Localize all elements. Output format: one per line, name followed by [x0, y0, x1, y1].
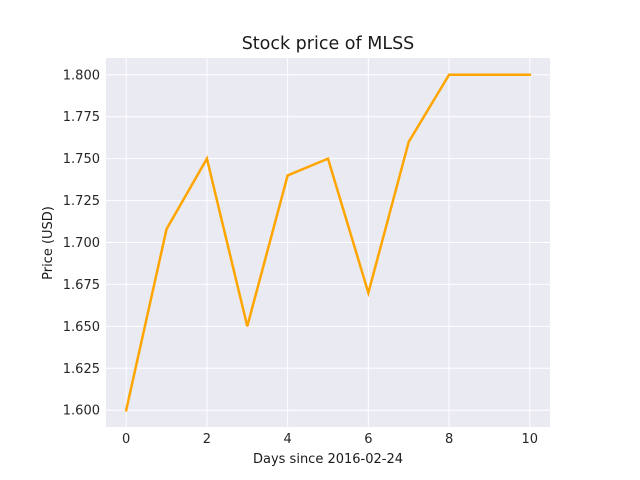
x-tick-label: 4: [283, 432, 291, 447]
series-group: [124, 73, 532, 412]
x-tick-labels: 0 2 4 6 8 10: [122, 432, 538, 447]
x-tick-label: 2: [203, 432, 211, 447]
x-tick-label: 10: [522, 432, 539, 447]
x-tick-label: 6: [364, 432, 372, 447]
y-gridlines: [106, 74, 550, 411]
x-gridlines: [125, 58, 531, 427]
x-tick-label: 0: [122, 432, 130, 447]
chart-title: Stock price of MLSS: [242, 34, 415, 54]
y-tick-label: 1.750: [63, 152, 100, 167]
y-tick-label: 1.775: [63, 110, 100, 125]
y-tick-label: 1.675: [63, 278, 100, 293]
y-tick-label: 1.800: [63, 68, 100, 83]
x-tick-label: 8: [445, 432, 453, 447]
y-tick-label: 1.625: [63, 362, 100, 377]
price-line: [124, 73, 532, 412]
y-tick-label: 1.600: [63, 404, 100, 419]
y-tick-label: 1.700: [63, 236, 100, 251]
x-axis-label: Days since 2016-02-24: [253, 452, 403, 467]
y-tick-label: 1.725: [63, 194, 100, 209]
y-axis-label: Price (USD): [41, 206, 56, 280]
y-tick-label: 1.650: [63, 320, 100, 335]
y-tick-labels: 1.600 1.625 1.650 1.675 1.700 1.725 1.750 1.775…: [63, 68, 100, 418]
